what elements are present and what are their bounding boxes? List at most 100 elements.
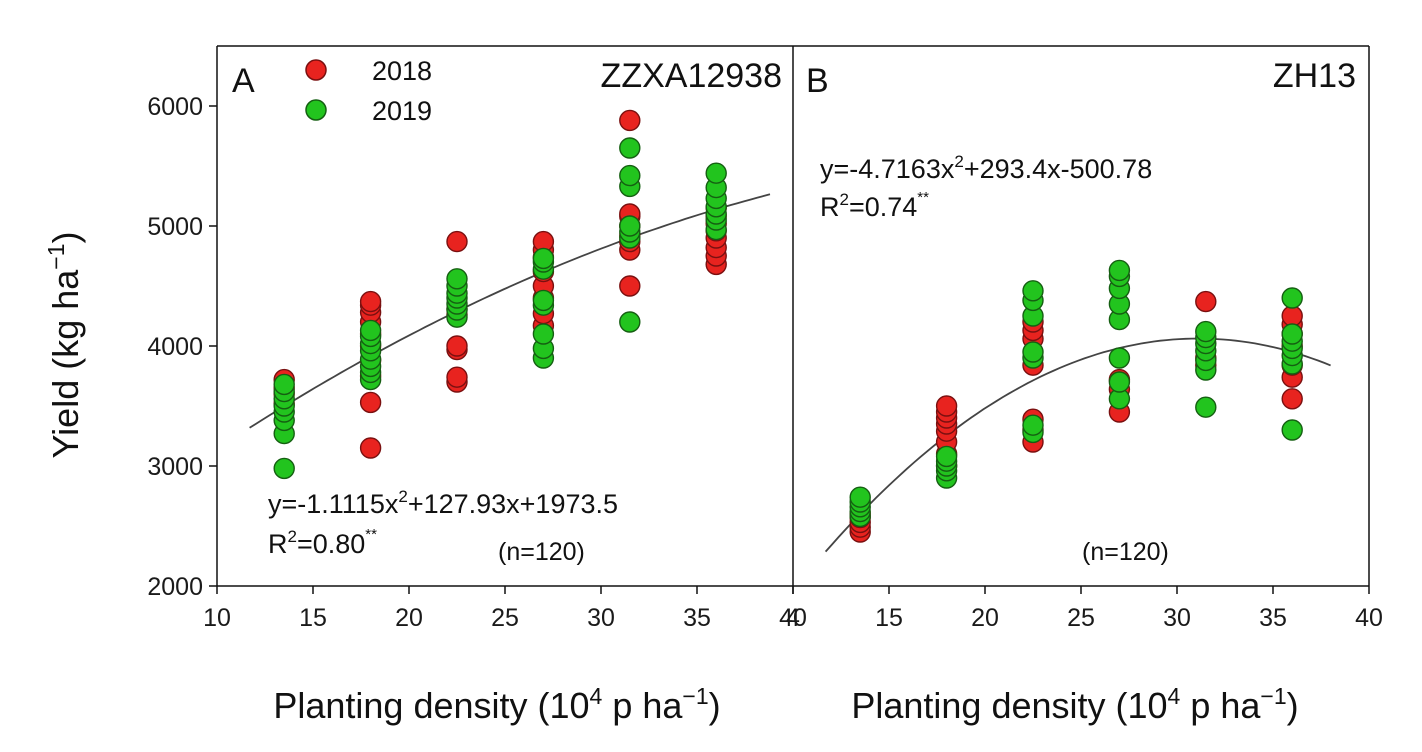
panel-b-x-tick-label: 35 xyxy=(1259,604,1287,632)
y-tick-label: 6000 xyxy=(147,93,203,121)
y-tick-label: 3000 xyxy=(147,453,203,481)
panel-b-eq-suffix: +293.4x-500.78 xyxy=(964,154,1152,184)
panel-a-eq-suffix: +127.93x+1973.5 xyxy=(408,489,618,519)
panel-a-point-2019 xyxy=(619,215,641,237)
panel-b-letter: B xyxy=(806,62,829,100)
panel-a-x-tick-label: 40 xyxy=(779,604,807,632)
panel-b-point-2019 xyxy=(1108,259,1131,282)
panel-a-equation: y=-1.1115x2+127.93x+1973.5 xyxy=(268,487,618,519)
panel-a-n-label: (n=120) xyxy=(498,538,585,566)
panel-a-point-2018 xyxy=(619,109,641,132)
panel-b: 4 15 20 25 30 35 40 xyxy=(786,45,1383,632)
y-tick-label: 4000 xyxy=(147,333,203,361)
panel-a-point-2018 xyxy=(446,335,468,357)
panel-a-eq-prefix: y=-1.1115x xyxy=(268,489,399,519)
panel-b-point-2019 xyxy=(1022,414,1044,436)
panel-a-point-2019 xyxy=(705,162,727,184)
panel-b-x-tick-label: 40 xyxy=(1355,604,1383,632)
panel-b-r2: R2=0.74** xyxy=(820,189,929,222)
panel-a-r2-value: =0.80 xyxy=(297,529,365,559)
panel-a-point-2018 xyxy=(619,275,641,297)
panel-a-point-2019 xyxy=(619,137,641,159)
x-axis-title-a-suffix: ) xyxy=(709,685,721,726)
panel-b-point-2019 xyxy=(1281,287,1303,309)
panel-b-point-2018 xyxy=(1281,305,1303,327)
x-axis-title-b-mid: p ha xyxy=(1180,685,1261,726)
panel-b-point-2019 xyxy=(1281,323,1303,345)
panel-a-point-2019 xyxy=(532,323,555,345)
panel-a-r2-prefix: R xyxy=(268,529,288,559)
panel-a-x-tick-label: 30 xyxy=(587,604,615,632)
panel-a-point-2018 xyxy=(359,391,382,414)
panel-a-r2-sup: 2 xyxy=(288,527,297,546)
panel-a-x-tick-label: 15 xyxy=(299,604,327,632)
panel-a-letter: A xyxy=(232,62,255,100)
panel-a-r2: R2=0.80** xyxy=(268,526,377,559)
panel-b-x-tick-label: 30 xyxy=(1163,604,1191,632)
panel-b-point-2019 xyxy=(1108,371,1131,393)
panel-a-title: ZZXA12938 xyxy=(601,57,782,95)
panel-b-x-tick-label: 4 xyxy=(786,604,800,632)
panel-b-title: ZH13 xyxy=(1273,57,1356,95)
panel-b-point-2019 xyxy=(1022,341,1044,363)
x-axis-title-b: Planting density (104 p ha−1) xyxy=(851,683,1298,726)
panel-b-eq-prefix: y=-4.7163x xyxy=(820,154,955,184)
panel-a-point-2019 xyxy=(619,311,641,333)
x-axis-title-b-prefix: Planting density (10 xyxy=(851,685,1167,726)
y-axis-title-prefix: Yield (kg ha xyxy=(45,269,86,459)
panel-b-point-2019 xyxy=(1195,320,1217,343)
panel-a-x-tick-label: 20 xyxy=(395,604,423,632)
panel-b-point-2019 xyxy=(1022,280,1044,302)
y-tick-label: 5000 xyxy=(147,213,203,241)
panel-b-r2-stars: ** xyxy=(917,189,929,206)
panel-a: 10 15 20 25 30 35 40 2000 3000 4000 5000 6000 xyxy=(147,45,807,632)
panel-a-x-tick-label: 25 xyxy=(491,604,519,632)
y-axis-title-sup: −1 xyxy=(43,243,69,269)
legend-label-2019: 2019 xyxy=(372,96,432,126)
legend-marker-2019 xyxy=(305,99,327,121)
panel-a-point-2019 xyxy=(446,268,468,290)
panel-b-eq-sup: 2 xyxy=(954,152,963,171)
legend-label-2018: 2018 xyxy=(372,56,432,86)
x-axis-title-a-prefix: Planting density (10 xyxy=(273,685,589,726)
panel-a-point-2019 xyxy=(273,373,295,396)
panel-b-n-label: (n=120) xyxy=(1082,538,1169,566)
panel-a-r2-stars: ** xyxy=(365,526,377,543)
panel-a-point-2019 xyxy=(619,164,641,187)
panel-b-r2-value: =0.74 xyxy=(849,192,917,222)
y-axis-title: Yield (kg ha−1) xyxy=(43,231,86,458)
x-axis-title-a-sup1: 4 xyxy=(590,683,603,709)
panel-b-x-tick-label: 20 xyxy=(971,604,999,632)
x-axis-title-b-sup1: 4 xyxy=(1168,683,1181,709)
panel-a-point-2018 xyxy=(359,437,382,459)
panel-a-fit-curve xyxy=(249,193,771,429)
panel-b-r2-prefix: R xyxy=(820,192,840,222)
panel-a-point-2018 xyxy=(446,366,468,388)
x-axis-title-a-sup2: −1 xyxy=(682,683,708,709)
panel-b-x-tick-label: 15 xyxy=(875,604,903,632)
panel-b-r2-sup: 2 xyxy=(840,190,849,209)
x-axis-title-a: Planting density (104 p ha−1) xyxy=(273,683,720,726)
panel-b-point-2019 xyxy=(1281,419,1303,441)
panel-b-point-2019 xyxy=(935,445,958,468)
panel-a-x-tick-label: 10 xyxy=(203,604,231,632)
panel-b-point-2019 xyxy=(849,486,871,508)
panel-b-x-tick-label: 25 xyxy=(1067,604,1095,632)
panel-b-equation: y=-4.7163x2+293.4x-500.78 xyxy=(820,152,1152,184)
legend-marker-2018 xyxy=(305,59,327,81)
panel-b-point-2019 xyxy=(1195,396,1217,418)
y-tick-label: 2000 xyxy=(147,573,203,601)
panel-b-point-2018 xyxy=(935,395,958,417)
x-axis-title-a-mid: p ha xyxy=(602,685,683,726)
panel-a-point-2018 xyxy=(446,230,468,253)
panel-b-point-2018 xyxy=(1195,290,1217,313)
panel-b-fit-curve xyxy=(824,337,1331,553)
panel-a-point-2018 xyxy=(359,290,382,313)
y-axis-title-suffix: ) xyxy=(45,231,86,243)
panel-b-point-2018 xyxy=(1281,388,1303,410)
x-axis-title-b-suffix: ) xyxy=(1287,685,1299,726)
panel-a-eq-sup: 2 xyxy=(398,487,407,506)
panel-a-point-2019 xyxy=(532,247,555,270)
panel-a-point-2019 xyxy=(532,289,555,312)
